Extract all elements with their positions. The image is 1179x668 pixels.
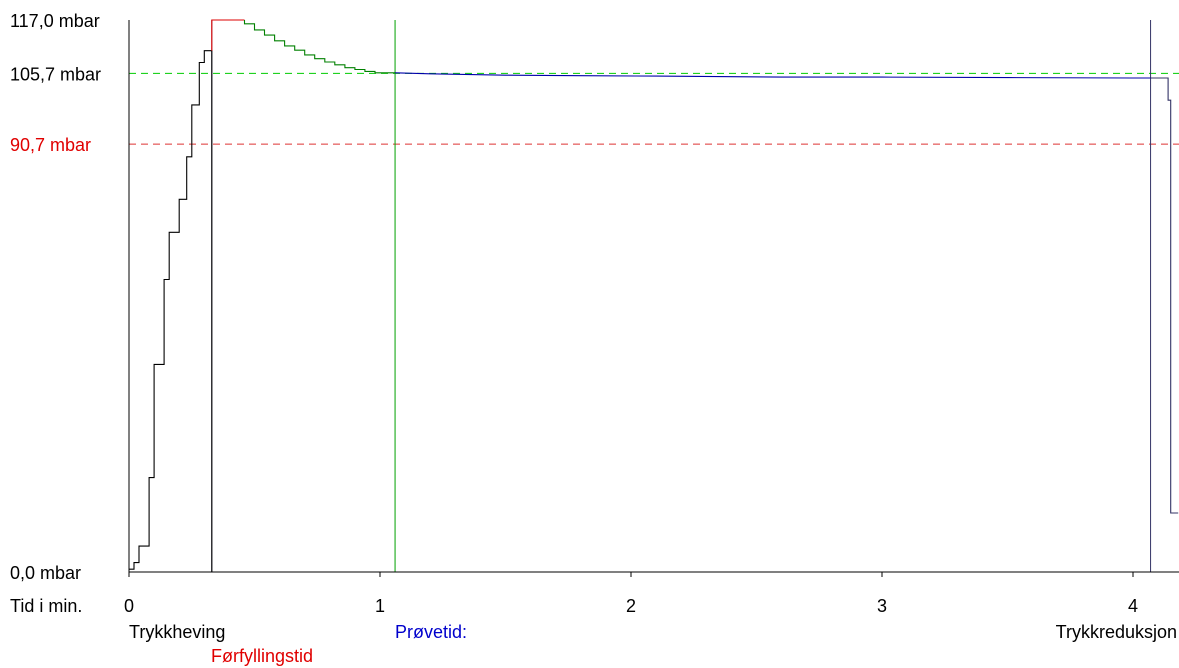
x-tick-label-3: 3 [877,596,887,616]
y-tick-label-0: 117,0 mbar [10,11,100,31]
series-line-4 [1150,77,1179,514]
pressure-series [129,19,1179,572]
phase-labels: Trykkheving Førfyllingstid Prøvetid: Trykkr… [129,622,1177,666]
phase-label-0: Trykkheving [129,622,225,642]
phase-label-1: Førfyllingstid [211,646,313,666]
reference-lines [129,72,1179,145]
series-line-0 [129,50,213,572]
x-tick-label-4: 4 [1128,596,1138,616]
x-tick-label-2: 2 [626,596,636,616]
y-tick-label-2: 90,7 mbar [10,135,91,155]
axes [128,20,1179,573]
phase-markers [211,20,1152,572]
y-tick-label-1: 105,7 mbar [10,64,101,84]
phase-label-2: Prøvetid: [395,622,467,642]
series-line-1 [211,19,245,51]
x-axis-label: Tid i min. [10,596,82,616]
y-tick-labels: 117,0 mbar 105,7 mbar 90,7 mbar 0,0 mbar [10,11,101,583]
series-line-2 [243,20,396,74]
x-tick-label-1: 1 [375,596,385,616]
series-line-3 [395,72,1151,79]
y-tick-label-3: 0,0 mbar [10,563,81,583]
x-tick-labels: 0 1 2 3 4 [124,572,1138,616]
x-tick-label-0: 0 [124,596,134,616]
phase-label-3: Trykkreduksjon [1056,622,1177,642]
